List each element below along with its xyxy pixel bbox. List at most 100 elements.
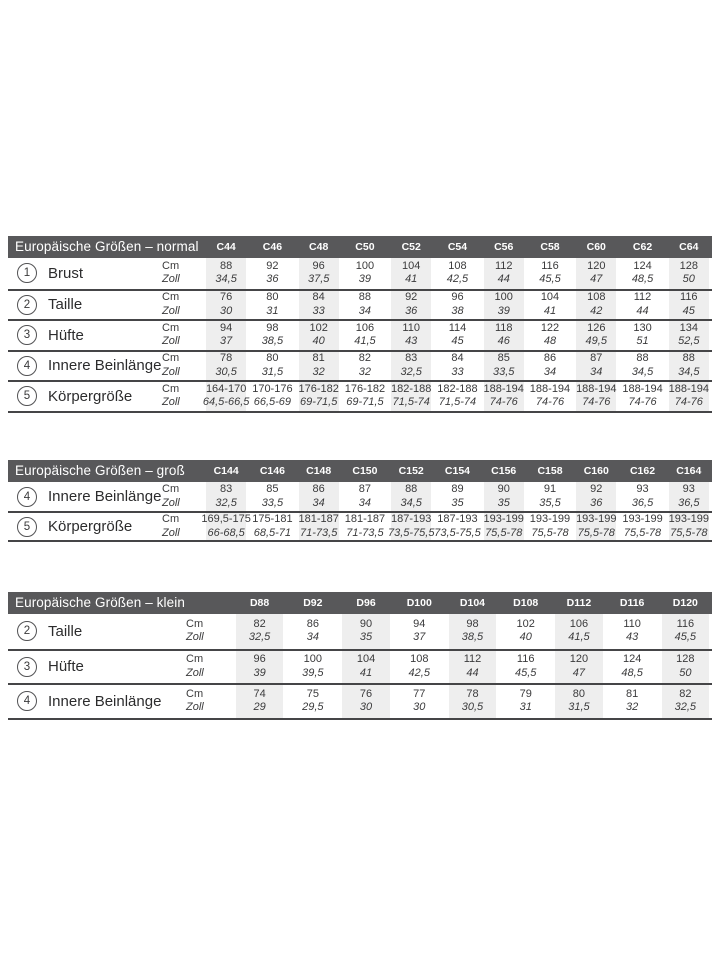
measurement-cell: 82 32,5 <box>233 614 286 649</box>
zoll-value: 64,5-66,5 <box>202 396 250 409</box>
zoll-value: 46 <box>497 335 510 348</box>
cm-value: 90 <box>497 483 510 495</box>
measurement-cell: 96 39 <box>233 651 286 684</box>
zoll-value: 47 <box>590 273 603 286</box>
measurement-cell: 118 46 <box>481 321 527 350</box>
cm-value: 124 <box>622 653 642 666</box>
measurement-cell: 112 44 <box>619 291 665 320</box>
column-header: C46 <box>262 241 283 253</box>
measurement-cell: 87 34 <box>573 352 619 381</box>
row-label-cell: 3 Hüfte <box>8 651 186 684</box>
table-header-bar: Europäische Größen – klein D88 D92 D96 D100 D… <box>8 592 712 614</box>
measurement-cell: 88 34,5 <box>619 352 665 381</box>
table-header-bar: Europäische Größen – groß C144 C146 C148 C15… <box>8 460 712 482</box>
zoll-value: 74-76 <box>628 396 657 409</box>
row-label-cell: 2 Taille <box>8 291 162 320</box>
cm-value: 92 <box>405 291 418 304</box>
measurement-cell: 84 33 <box>296 291 342 320</box>
row-number-badge: 5 <box>17 386 37 407</box>
measurement-cell: 187-193 73,5-75,5 <box>388 513 434 540</box>
cm-value: 76 <box>359 687 373 700</box>
unit-label-cm: Cm <box>186 653 204 666</box>
cm-value: 112 <box>633 291 652 304</box>
column-header: C162 <box>629 465 656 477</box>
measurement-cell: 114 45 <box>434 321 480 350</box>
cm-value: 89 <box>451 483 464 495</box>
measurement-cell: 124 48,5 <box>619 258 665 289</box>
cm-value: 170-176 <box>252 382 293 395</box>
column-header: C154 <box>444 465 471 477</box>
zoll-value: 75,5-78 <box>623 526 662 539</box>
measurement-cell: 134 52,5 <box>666 321 712 350</box>
zoll-value: 30 <box>359 701 373 714</box>
cm-value: 188-194 <box>668 382 709 395</box>
column-header: D100 <box>406 597 432 609</box>
measurement-cell: 98 38,5 <box>249 321 295 350</box>
column-header: D104 <box>459 597 486 609</box>
measurement-cell: 88 34,5 <box>666 352 712 381</box>
column-headers: C144 C146 C148 C150 C152 C154 C156 C158 C160 C162… <box>203 460 712 482</box>
zoll-value: 41 <box>543 304 557 317</box>
measurement-cell: 110 43 <box>606 614 659 649</box>
zoll-value: 71-73,5 <box>346 526 384 539</box>
zoll-value: 37 <box>413 631 426 644</box>
cm-value: 188-194 <box>622 382 663 395</box>
measurement-cell: 94 37 <box>203 321 249 350</box>
unit-label-zoll: Zoll <box>162 273 180 286</box>
row-label-cell: 2 Taille <box>8 614 186 649</box>
cm-value: 84 <box>451 352 464 365</box>
zoll-value: 75,5-78 <box>577 526 615 539</box>
row-number-badge: 4 <box>17 486 37 507</box>
table-row: 2 Taille Cm Zoll 76 30 80 31 84 33 88 34 92 36 96 38 100… <box>8 288 712 320</box>
zoll-value: 35 <box>451 496 464 509</box>
cm-value: 164-170 <box>205 382 247 395</box>
cm-value: 118 <box>494 321 513 334</box>
cm-value: 91 <box>543 483 557 495</box>
measurement-cell: 176-182 69-71,5 <box>296 382 342 411</box>
measurement-cell: 86 34 <box>527 352 573 381</box>
measurement-cell: 94 37 <box>393 614 446 649</box>
cm-value: 75 <box>306 687 319 700</box>
zoll-value: 41,5 <box>568 631 590 644</box>
cm-value: 169,5-175 <box>201 513 251 525</box>
zoll-value: 40 <box>519 631 532 644</box>
zoll-value: 31,5 <box>568 701 590 714</box>
zoll-value: 31,5 <box>261 365 284 378</box>
cm-value: 94 <box>413 617 426 630</box>
measurement-cell: 106 41,5 <box>342 321 388 350</box>
zoll-value: 36 <box>266 273 279 286</box>
zoll-value: 41,5 <box>354 335 376 348</box>
cm-value: 79 <box>519 687 532 700</box>
cm-value: 93 <box>682 483 695 495</box>
unit-label-zoll: Zoll <box>162 304 180 317</box>
measurement-cell: 100 39 <box>342 258 388 289</box>
cm-value: 181-187 <box>344 513 386 525</box>
zoll-value: 36 <box>590 496 603 509</box>
table-body: 2 Taille Cm Zoll 82 32,5 86 34 90 35 94 37 98 38,5 102… <box>8 614 712 720</box>
zoll-value: 73,5-75,5 <box>434 526 481 539</box>
cm-value: 176-182 <box>344 382 386 395</box>
unit-labels-cell: Cm Zoll <box>162 258 203 289</box>
row-label: Innere Beinlänge <box>48 357 162 375</box>
zoll-value: 30 <box>220 304 233 317</box>
measurement-cell: 82 32 <box>342 352 388 381</box>
cm-value: 120 <box>587 259 606 272</box>
zoll-value: 35 <box>497 496 510 509</box>
row-label: Hüfte <box>48 658 84 676</box>
cm-value: 81 <box>312 352 325 365</box>
zoll-value: 42,5 <box>408 666 430 679</box>
cm-value: 188-194 <box>576 382 617 395</box>
row-label: Taille <box>48 622 83 640</box>
measurement-cell: 116 45 <box>666 291 712 320</box>
measurement-cell: 83 32,5 <box>388 352 434 381</box>
measurement-cell: 124 48,5 <box>606 651 659 684</box>
cm-value: 110 <box>623 617 641 630</box>
cm-value: 108 <box>587 291 606 304</box>
zoll-value: 50 <box>682 273 695 286</box>
table-row: 5 Körpergröße Cm Zoll 164-170 64,5-66,5 170-17… <box>8 380 712 411</box>
measurement-cell: 100 39 <box>481 291 527 320</box>
column-header: C156 <box>491 465 517 477</box>
cm-value: 110 <box>402 321 420 334</box>
measurement-cell: 193-199 75,5-78 <box>481 513 527 540</box>
measurement-cell: 193-199 75,5-78 <box>666 513 712 540</box>
